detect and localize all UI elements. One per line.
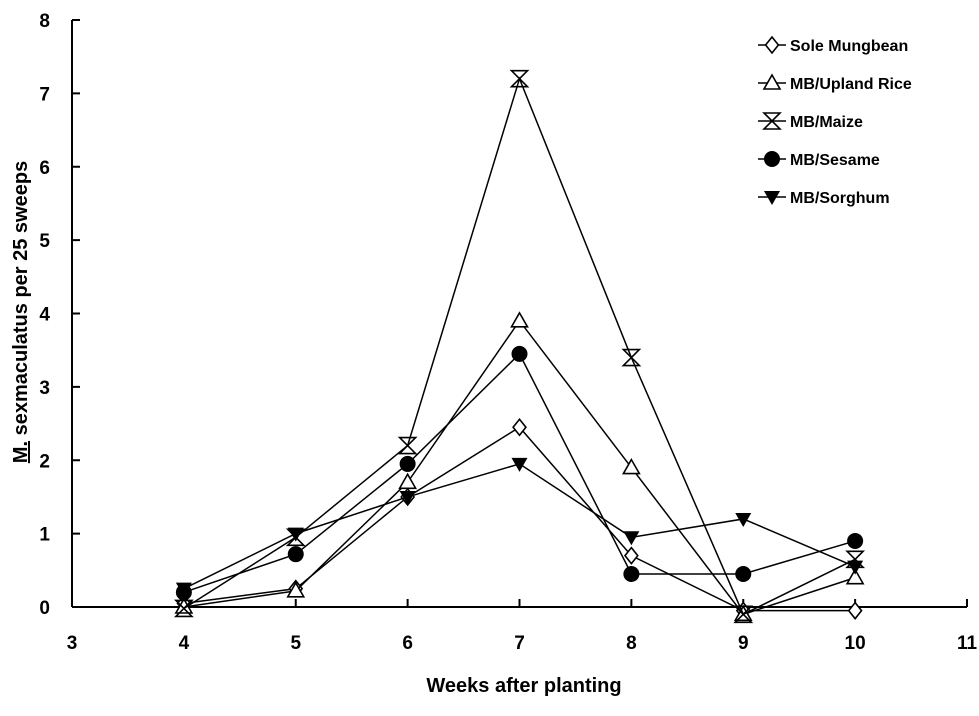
legend-item: Sole Mungbean <box>758 35 908 55</box>
data-point <box>845 568 865 585</box>
data-point <box>623 546 639 565</box>
y-tick-label: 6 <box>39 158 50 179</box>
legend: Sole Mungbean MB/Upland Rice MB/Maize MB/Se… <box>758 35 912 207</box>
series-mb-sorghum <box>175 457 864 597</box>
data-point <box>509 69 530 88</box>
y-tick-label: 0 <box>39 598 50 619</box>
x-tick-label: 7 <box>514 633 525 654</box>
data-point <box>621 457 641 475</box>
series-mb-sesame <box>175 345 864 601</box>
data-point <box>512 417 527 437</box>
y-tick-label: 1 <box>39 525 50 546</box>
x-tick-label: 4 <box>179 633 190 654</box>
y-axis-title-rest: sexmaculatus per 25 sweeps <box>10 161 32 441</box>
legend-item: MB/Maize <box>758 112 863 131</box>
data-point <box>847 532 864 549</box>
legend-label: MB/Upland Rice <box>790 76 912 93</box>
legend-label: MB/Sorghum <box>790 190 890 207</box>
data-point <box>623 531 640 546</box>
y-tick-label: 2 <box>39 451 50 472</box>
y-axis-title: M. sexmaculatus per 25 sweeps <box>10 161 32 463</box>
x-tick-label: 11 <box>957 633 978 654</box>
data-point <box>733 605 754 624</box>
legend-item: MB/Sesame <box>758 151 880 169</box>
x-tick-label: 3 <box>67 633 78 654</box>
legend-label: MB/Sesame <box>790 152 880 169</box>
data-point <box>397 436 418 455</box>
series-line <box>183 426 856 612</box>
legend-marker <box>764 191 780 205</box>
data-point <box>399 490 416 505</box>
data-point <box>511 345 528 362</box>
x-tick-label: 8 <box>626 633 637 654</box>
x-tick-label: 5 <box>290 633 301 654</box>
y-tick-label: 5 <box>39 231 50 252</box>
legend-label: Sole Mungbean <box>790 38 908 55</box>
data-point <box>735 512 752 527</box>
data-point <box>399 455 416 472</box>
x-tick-label: 10 <box>845 633 866 654</box>
data-point <box>735 565 752 582</box>
y-tick-label: 3 <box>39 378 50 399</box>
x-tick-label: 6 <box>402 633 413 654</box>
series-sole-mungbean <box>176 417 863 620</box>
x-tick-label: 9 <box>738 633 749 654</box>
data-point <box>175 582 192 597</box>
series-line <box>183 352 856 594</box>
data-point <box>510 311 529 328</box>
y-tick-label: 8 <box>39 11 50 32</box>
y-tick-label: 7 <box>39 84 50 105</box>
tick-labels: 0 1 2 3 4 5 6 7 8 3 4 5 6 7 8 9 10 11 <box>39 11 977 654</box>
data-point <box>621 348 642 367</box>
data-point <box>847 601 863 620</box>
data-point <box>286 581 306 598</box>
data-point <box>173 599 194 618</box>
series-mb-upland-rice <box>174 311 865 622</box>
x-axis-title: Weeks after planting <box>426 675 621 697</box>
data-point <box>287 527 304 542</box>
legend-item: MB/Sorghum <box>758 190 890 207</box>
data-point <box>847 560 864 575</box>
data-point <box>623 565 640 582</box>
legend-item: MB/Upland Rice <box>758 73 912 93</box>
legend-marker <box>762 73 782 90</box>
data-series <box>173 69 866 624</box>
y-axis-title-prefix: M. <box>10 441 32 463</box>
data-point <box>398 472 418 490</box>
legend-marker <box>764 151 780 167</box>
legend-marker <box>764 35 780 55</box>
data-point <box>511 457 528 472</box>
data-point <box>287 546 304 563</box>
legend-label: MB/Maize <box>790 114 863 131</box>
legend-marker <box>762 112 782 130</box>
y-tick-label: 4 <box>39 305 50 326</box>
